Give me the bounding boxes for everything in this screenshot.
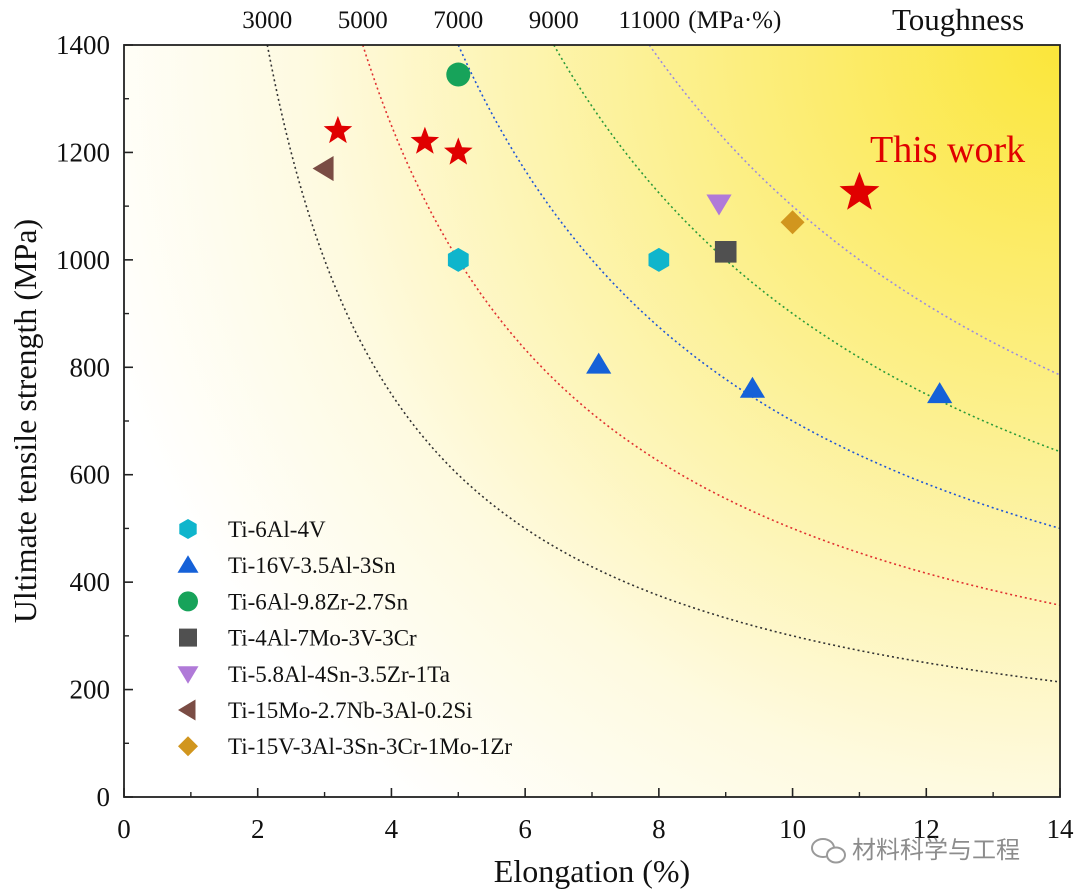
y-axis-label: Ultimate tensile strength (MPa) (7, 219, 43, 623)
point-ti-6al-9-8zr-2-7sn (446, 62, 471, 87)
legend-label: Ti-4Al-7Mo-3V-3Cr (228, 626, 417, 651)
x-axis-label: Elongation (%) (494, 853, 690, 889)
toughness-level-label: 11000 (619, 7, 681, 34)
toughness-level-label: 3000 (242, 7, 292, 34)
x-tick-label: 6 (518, 814, 532, 844)
x-tick-label: 12 (913, 814, 940, 844)
legend: Ti-6Al-4V Ti-16V-3.5Al-3Sn Ti-6Al-9.8Zr-2.… (177, 517, 512, 759)
toughness-curve-7000 (457, 45, 1060, 530)
plot-frame (123, 44, 1061, 798)
point-ti-16v-3-5al-3sn (586, 352, 612, 374)
toughness-level-label: 5000 (338, 7, 388, 34)
legend-marker (178, 736, 198, 757)
x-tick-label: 2 (251, 814, 265, 844)
y-tick-label: 400 (70, 567, 111, 597)
legend-label: Ti-15V-3Al-3Sn-3Cr-1Mo-1Zr (228, 734, 512, 759)
point-ti-4al-7mo-3v-3cr (714, 241, 737, 263)
data-points (312, 62, 953, 404)
y-tick-label: 1400 (56, 30, 110, 60)
legend-marker (179, 519, 197, 539)
y-tick-label: 1000 (56, 245, 110, 275)
legend-marker (178, 699, 196, 721)
y-tick-label: 1200 (56, 137, 110, 167)
point-ti-16v-3-5al-3sn (927, 382, 953, 404)
toughness-level-label: 9000 (529, 7, 579, 34)
point-this-work (410, 126, 440, 154)
y-tick-label: 600 (70, 460, 111, 490)
tick-labels: 0 2 4 6 8 10 12 14 0 200 400 600 800 1000 1200 1400 (56, 30, 1074, 844)
point-ti-15mo-2-7nb-3al-0-2si (312, 155, 334, 182)
legend-label: Ti-15Mo-2.7Nb-3Al-0.2Si (228, 698, 473, 723)
x-tick-label: 0 (117, 814, 131, 844)
legend-label: Ti-16V-3.5Al-3Sn (228, 553, 396, 578)
watermark-text: 材料科学与工程 (852, 836, 1020, 864)
point-this-work (323, 115, 353, 144)
point-this-work (444, 137, 473, 165)
legend-marker (179, 628, 197, 647)
y-tick-label: 0 (97, 782, 111, 812)
toughness-level-label: 7000 (433, 7, 483, 34)
watermark: 材料科学与工程 (811, 836, 1020, 864)
toughness-curve-11000 (648, 45, 1060, 376)
x-tick-label: 4 (385, 814, 399, 844)
wechat-icon (811, 838, 846, 864)
toughness-unit-label: (MPa·%) (688, 7, 781, 34)
y-tick-label: 200 (70, 675, 111, 705)
legend-marker (177, 555, 199, 573)
y-tick-label: 800 (70, 352, 111, 382)
legend-marker (177, 666, 199, 684)
toughness-curves (266, 45, 1060, 683)
toughness-title: Toughness (892, 2, 1024, 37)
point-ti-6al-4v (648, 247, 670, 272)
x-tick-label: 14 (1047, 814, 1075, 844)
point-ti-16v-3-5al-3sn (739, 376, 766, 398)
legend-label: Ti-6Al-4V (228, 517, 326, 542)
legend-label: Ti-5.8Al-4Sn-3.5Zr-1Ta (228, 662, 450, 687)
toughness-labels: 3000 5000 7000 9000 11000 (MPa·%) (242, 7, 781, 34)
x-tick-label: 8 (652, 814, 666, 844)
plot-background (124, 45, 1060, 797)
toughness-curve-3000 (266, 45, 1060, 683)
point-ti-5-8al-4sn-3-5zr-1ta (706, 194, 732, 216)
x-tick-label: 10 (779, 814, 806, 844)
legend-marker (178, 591, 198, 612)
point-ti-6al-4v (447, 247, 469, 272)
legend-label: Ti-6Al-9.8Zr-2.7Sn (228, 589, 409, 614)
this-work-annotation: This work (870, 129, 1025, 171)
point-ti-15v-3al-3sn-3cr-1mo-1zr (780, 210, 805, 235)
toughness-curve-5000 (362, 45, 1060, 606)
point-this-work (839, 171, 880, 210)
